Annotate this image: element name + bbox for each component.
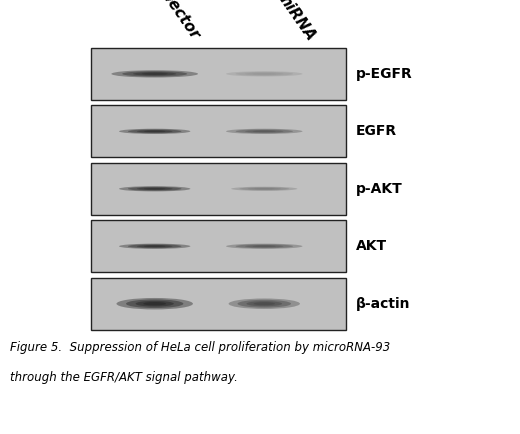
Bar: [91, 278, 346, 330]
Text: miRNA: miRNA: [273, 0, 318, 43]
Ellipse shape: [122, 71, 187, 77]
Ellipse shape: [253, 73, 276, 75]
Ellipse shape: [236, 72, 293, 76]
Ellipse shape: [246, 301, 282, 306]
Ellipse shape: [238, 300, 291, 308]
Text: through the EGFR/AKT signal pathway.: through the EGFR/AKT signal pathway.: [10, 371, 238, 384]
Ellipse shape: [128, 187, 181, 191]
Ellipse shape: [226, 243, 303, 249]
Ellipse shape: [143, 302, 166, 306]
Ellipse shape: [226, 71, 303, 76]
Ellipse shape: [116, 298, 193, 309]
Text: EGFR: EGFR: [356, 124, 397, 138]
Ellipse shape: [239, 187, 289, 191]
Ellipse shape: [137, 245, 173, 247]
Ellipse shape: [137, 187, 173, 190]
Ellipse shape: [231, 187, 297, 191]
Ellipse shape: [245, 130, 283, 133]
Text: Figure 5.  Suppression of HeLa cell proliferation by microRNA-93: Figure 5. Suppression of HeLa cell proli…: [10, 341, 391, 354]
Ellipse shape: [144, 131, 165, 132]
Bar: [91, 163, 346, 215]
Ellipse shape: [126, 299, 184, 308]
Ellipse shape: [236, 129, 293, 133]
Ellipse shape: [133, 72, 176, 76]
Text: p-EGFR: p-EGFR: [356, 67, 413, 81]
Ellipse shape: [245, 72, 283, 75]
Ellipse shape: [226, 129, 303, 134]
Ellipse shape: [229, 299, 300, 309]
Ellipse shape: [236, 244, 293, 248]
Ellipse shape: [128, 244, 181, 248]
Ellipse shape: [136, 301, 174, 306]
Ellipse shape: [253, 246, 276, 247]
Ellipse shape: [128, 129, 181, 133]
Ellipse shape: [254, 302, 275, 305]
Text: AKT: AKT: [356, 239, 387, 253]
Ellipse shape: [119, 186, 190, 191]
Ellipse shape: [144, 246, 165, 247]
Bar: [91, 220, 346, 273]
Ellipse shape: [137, 130, 173, 133]
Ellipse shape: [119, 243, 190, 249]
Ellipse shape: [144, 188, 165, 190]
Bar: [91, 48, 346, 100]
Text: β-actin: β-actin: [356, 297, 411, 311]
Text: p-AKT: p-AKT: [356, 182, 403, 196]
Ellipse shape: [245, 245, 283, 247]
Ellipse shape: [142, 73, 167, 75]
Ellipse shape: [111, 70, 198, 78]
Bar: [91, 105, 346, 158]
Ellipse shape: [254, 188, 274, 189]
Ellipse shape: [248, 188, 281, 190]
Ellipse shape: [253, 131, 276, 132]
Text: Vector: Vector: [159, 0, 202, 43]
Ellipse shape: [119, 129, 190, 134]
